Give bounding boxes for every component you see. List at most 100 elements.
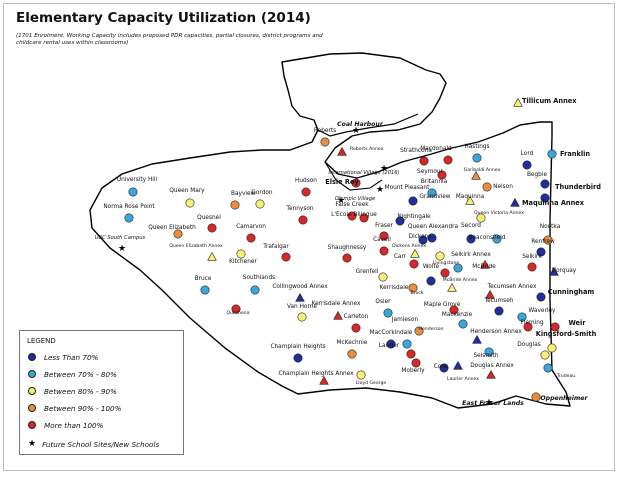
legend-swatch — [28, 421, 36, 429]
school-marker-beaconsfield — [492, 234, 502, 244]
place-label-lord: Lord — [521, 151, 534, 157]
school-marker-queen-elizabeth — [173, 229, 183, 239]
place-label-renfrew: Renfrew — [531, 239, 555, 245]
legend-item: Between 90% - 100% — [28, 403, 121, 413]
annex-marker-laurier-annex — [453, 360, 463, 370]
place-label-secord: Secord — [461, 223, 481, 229]
school-marker-franklin — [547, 149, 557, 159]
place-label-queen-elizabeth: Queen Elizabeth — [148, 225, 196, 231]
place-label-camarvon: Camarvon — [236, 224, 266, 230]
school-marker-strathcona — [419, 156, 429, 166]
school-marker-trudeau — [543, 363, 553, 373]
place-label-queen-victoria-annex: Queen Victoria Annex — [474, 210, 524, 216]
map-subtitle: (1701 Enrolment. Working Capacity includ… — [16, 33, 323, 47]
place-label-false-creek: False Creek — [335, 202, 369, 208]
city-boundary — [89, 52, 571, 409]
annex-marker-norquay — [549, 266, 559, 276]
place-label-queen-elizabeth-annex: Queen Elizabeth Annex — [169, 243, 223, 249]
school-marker-carr — [409, 259, 419, 269]
school-marker-roberts — [320, 137, 330, 147]
school-marker-livingstone — [435, 251, 445, 261]
place-label-laurier: Laurier — [379, 343, 400, 349]
place-label-van-horne: Van Horne — [287, 304, 317, 310]
legend-label: Between 80% - 90% — [44, 386, 117, 396]
place-label-kerrisdale: Kerrisdale — [380, 285, 409, 291]
place-label-mount-pleasant: Mount Pleasant — [385, 185, 430, 191]
annex-marker-roberts-annex — [337, 146, 347, 156]
school-marker-tecumseh — [494, 306, 504, 316]
place-label-laurier-annex: Laurier Annex — [447, 376, 479, 382]
place-label-coal-harbour: Coal Harbour — [337, 121, 384, 128]
school-marker-moberly — [411, 358, 421, 368]
place-label-douglas-annex: Douglas Annex — [470, 363, 514, 369]
place-label-fraser: Fraser — [375, 223, 393, 229]
school-marker-thunderbird — [540, 193, 550, 203]
place-label-britannia: Britannia — [421, 179, 448, 185]
school-marker-mcbride — [453, 263, 463, 273]
legend-label: Between 90% - 100% — [44, 403, 122, 413]
school-marker-l-ecole-bilingue — [359, 213, 369, 223]
place-label-international-village-2016: International Village (2016) — [328, 170, 399, 176]
place-label-franklin: Franklin — [560, 150, 590, 158]
school-marker-bruce — [200, 285, 210, 295]
place-label-mckechnie: McKechnie — [337, 340, 368, 346]
place-label-l-ecole-bilingue: L'Ecole Bilingue — [331, 212, 377, 218]
place-label-kerrisdale-annex: Kerrisdale Annex — [312, 301, 361, 307]
school-marker-gordon — [255, 199, 265, 209]
annex-marker-maquinna — [465, 195, 475, 205]
annex-marker-garibaldi-annex — [471, 170, 481, 180]
school-marker-southlands — [250, 285, 260, 295]
place-label-jamieson: Jamieson — [391, 317, 419, 323]
map-frame — [3, 3, 615, 471]
annex-marker-dickens-annex — [410, 248, 420, 258]
school-marker-hudson — [301, 187, 311, 197]
annex-marker-douglas-annex — [486, 369, 496, 379]
school-marker-waverley — [517, 312, 527, 322]
place-label-quesnel: Quesnel — [197, 215, 221, 221]
place-label-tillicum-annex: Tillicum Annex — [522, 97, 577, 105]
annex-marker-champlain-heights-annex — [319, 375, 329, 385]
place-label-nootka: Nootka — [540, 224, 561, 230]
school-marker-seismith — [484, 347, 494, 357]
place-label-bayview: Bayview — [231, 191, 256, 197]
place-label-bruce: Bruce — [195, 276, 212, 282]
place-label-carleton: Carleton — [344, 314, 369, 320]
place-label-tecumseh: Tecumseh — [484, 298, 514, 304]
school-marker-cavell — [379, 246, 389, 256]
place-label-mcbride-annex: McBride Annex — [443, 277, 478, 283]
school-marker-seymour — [437, 170, 447, 180]
annex-marker-henderson-annex — [472, 334, 482, 344]
legend-label: Between 70% - 80% — [44, 369, 117, 379]
school-marker-kerrisdale — [408, 283, 418, 293]
annex-marker-collingwood-annex — [295, 292, 305, 302]
place-label-university-hill: University Hill — [117, 177, 158, 183]
school-marker-hastings — [472, 153, 482, 163]
school-marker-nelson — [482, 182, 492, 192]
place-label-quilchena: Quilchena — [226, 310, 249, 316]
legend-swatch — [28, 387, 36, 395]
school-marker-elsie-roy — [351, 178, 361, 188]
school-marker-kingsford-smith — [547, 343, 557, 353]
future-site-star-icon: ★ — [352, 126, 360, 136]
annex-marker-maquinna-annex — [510, 197, 520, 207]
school-marker-fleming — [523, 322, 533, 332]
school-marker-quilchena — [231, 304, 241, 314]
school-marker-tennyson — [298, 215, 308, 225]
school-marker-nightingale — [395, 216, 405, 226]
school-marker-shaughnessy — [342, 253, 352, 263]
place-label-norma-rose-point: Norma Rose Point — [103, 204, 155, 210]
school-marker-douglas — [540, 350, 550, 360]
place-label-seymour: Seymour — [417, 169, 444, 175]
future-site-star-icon: ★ — [485, 398, 493, 408]
school-marker-maccorkindale — [386, 339, 396, 349]
school-marker-selkirk — [527, 262, 537, 272]
place-label-selkirk-annex: Selkirk Annex — [451, 252, 491, 258]
place-label-roberts-annex: Roberts Annex — [350, 146, 384, 152]
school-marker-henderson — [402, 339, 412, 349]
school-marker-queen-victoria-annex — [476, 213, 486, 223]
annex-marker-selkirk-annex — [480, 259, 490, 269]
place-label-champlain-heights: Champlain Heights — [270, 344, 325, 350]
school-marker-grandview — [408, 196, 418, 206]
legend-item: Less Than 70% — [28, 352, 98, 362]
